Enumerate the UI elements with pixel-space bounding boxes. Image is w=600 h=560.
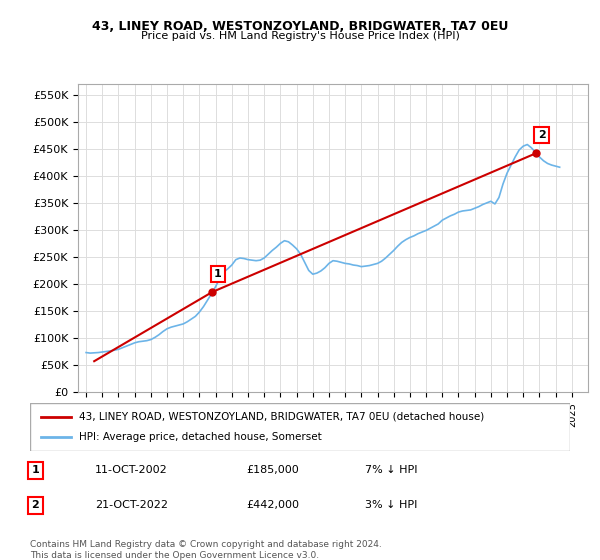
Text: 2: 2 <box>538 130 545 140</box>
Text: 7% ↓ HPI: 7% ↓ HPI <box>365 465 418 475</box>
Text: 43, LINEY ROAD, WESTONZOYLAND, BRIDGWATER, TA7 0EU (detached house): 43, LINEY ROAD, WESTONZOYLAND, BRIDGWATE… <box>79 412 484 422</box>
Text: 3% ↓ HPI: 3% ↓ HPI <box>365 501 417 510</box>
Text: 2: 2 <box>32 501 39 510</box>
Text: Price paid vs. HM Land Registry's House Price Index (HPI): Price paid vs. HM Land Registry's House … <box>140 31 460 41</box>
Text: 11-OCT-2002: 11-OCT-2002 <box>95 465 167 475</box>
Text: 1: 1 <box>32 465 39 475</box>
Text: £442,000: £442,000 <box>246 501 299 510</box>
Text: 43, LINEY ROAD, WESTONZOYLAND, BRIDGWATER, TA7 0EU: 43, LINEY ROAD, WESTONZOYLAND, BRIDGWATE… <box>92 20 508 32</box>
FancyBboxPatch shape <box>30 403 570 451</box>
Text: Contains HM Land Registry data © Crown copyright and database right 2024.
This d: Contains HM Land Registry data © Crown c… <box>30 540 382 560</box>
Text: HPI: Average price, detached house, Somerset: HPI: Average price, detached house, Some… <box>79 432 322 442</box>
Text: £185,000: £185,000 <box>246 465 299 475</box>
Text: 1: 1 <box>214 269 221 279</box>
Text: 21-OCT-2022: 21-OCT-2022 <box>95 501 168 510</box>
